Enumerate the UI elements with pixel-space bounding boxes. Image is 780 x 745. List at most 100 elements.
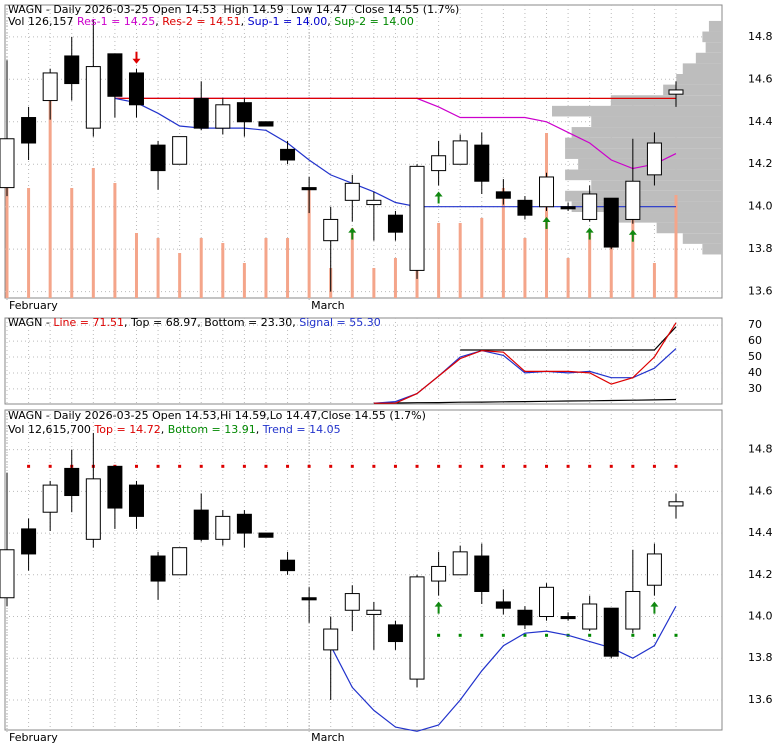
candle-body <box>366 609 382 615</box>
volume-profile-bar <box>682 63 722 75</box>
y-tick-label: 50 <box>748 350 762 363</box>
volume-bar <box>437 223 441 298</box>
dot <box>199 464 203 468</box>
dot <box>437 633 441 637</box>
arrow-head <box>628 229 637 235</box>
volume-profile-bar <box>705 42 722 53</box>
volume-bar <box>674 195 678 298</box>
header-part: Vol 12,615,700 <box>8 423 94 436</box>
y-tick-label: 40 <box>748 366 762 379</box>
y-tick-label: 14.6 <box>748 484 773 497</box>
x-tick-label: March <box>311 299 345 312</box>
candle-body <box>495 191 511 199</box>
dot <box>242 464 246 468</box>
candle-body <box>387 624 403 643</box>
candle-body <box>625 180 641 220</box>
dot <box>588 464 592 468</box>
candle-body <box>64 55 80 85</box>
volume-bar <box>178 253 182 298</box>
candle-body <box>301 597 317 601</box>
dot <box>437 464 441 468</box>
arrow-head <box>650 601 659 607</box>
candle-body <box>280 559 296 572</box>
arrow-head <box>585 227 594 233</box>
candle-body <box>668 89 684 95</box>
header-part: Sup-2 = 14.00 <box>334 15 414 28</box>
y-tick-label: 13.6 <box>748 693 773 706</box>
dot <box>523 464 527 468</box>
volume-bar <box>70 188 74 298</box>
y-tick-label: 14.2 <box>748 568 773 581</box>
header-part: WAGN - Daily 2026-03-25 Open 14.53 High … <box>8 3 459 16</box>
header-part: , <box>155 15 162 28</box>
volume-bar <box>113 183 117 298</box>
y-tick-label: 14.2 <box>748 157 773 170</box>
header-part: , Top = 68.97, Bottom = 23.30, <box>124 316 299 329</box>
panel-header: Vol 12,615,700 Top = 14.72, Bottom = 13.… <box>8 423 341 436</box>
candle-body <box>431 155 447 172</box>
candle-body <box>85 478 101 540</box>
dot <box>221 464 225 468</box>
candle-body <box>646 142 662 176</box>
signal-arrow <box>132 51 141 64</box>
candle-body <box>517 609 533 626</box>
volume-profile-bar <box>656 222 722 234</box>
candle-body <box>582 193 598 220</box>
dot <box>134 464 138 468</box>
volume-profile-bar <box>591 116 722 128</box>
volume-bar <box>372 268 376 298</box>
candle-body <box>236 102 252 123</box>
volume-bar <box>501 188 505 298</box>
panel-frame <box>4 317 723 405</box>
candle-body <box>409 576 425 680</box>
dot <box>458 633 462 637</box>
volume-bar <box>631 198 635 298</box>
candle-body <box>172 136 188 165</box>
header-part: Sup-1 = 14.00 <box>248 15 328 28</box>
volume-profile-bar <box>565 148 722 159</box>
volume-profile-bar <box>552 105 722 117</box>
volume-bar <box>566 258 570 298</box>
volume-bar <box>350 228 354 298</box>
candle-body <box>603 607 619 657</box>
candle-body <box>280 148 296 161</box>
volume-profile-bar <box>610 95 722 106</box>
candle-body <box>215 104 231 129</box>
dot <box>329 464 333 468</box>
volume-bar <box>393 258 397 298</box>
candle-body <box>0 549 15 599</box>
dot <box>372 464 376 468</box>
dot <box>415 464 419 468</box>
y-tick-label: 30 <box>748 382 762 395</box>
line <box>373 322 677 404</box>
candle-body <box>85 66 101 129</box>
candle-body <box>539 176 555 208</box>
candle-body <box>323 218 339 242</box>
y-tick-label: 14.6 <box>748 72 773 85</box>
header-part: WAGN - Daily 2026-03-25 Open 14.53,Hi 14… <box>8 409 426 422</box>
volume-bar <box>134 233 138 298</box>
candle-body <box>150 144 166 172</box>
candle-body <box>0 138 15 189</box>
dot <box>652 633 656 637</box>
dot <box>307 464 311 468</box>
header-part: , <box>256 423 263 436</box>
dot <box>674 633 678 637</box>
candle-body <box>323 628 339 651</box>
x-tick-label: March <box>311 731 345 744</box>
y-tick-label: 14.4 <box>748 115 773 128</box>
x-tick-label: February <box>9 731 58 744</box>
arrow-head <box>542 216 551 222</box>
candle-body <box>474 555 490 592</box>
panel-header: WAGN - Daily 2026-03-25 Open 14.53 High … <box>8 3 459 16</box>
volume-profile-bar <box>565 137 722 149</box>
volume-bar <box>5 168 9 298</box>
volume-bar <box>264 238 268 298</box>
dot <box>458 464 462 468</box>
header-part: Signal = 55.30 <box>299 316 381 329</box>
dot <box>480 464 484 468</box>
dot <box>501 633 505 637</box>
candle-body <box>603 197 619 248</box>
volume-bar <box>221 243 225 298</box>
x-tick-label: February <box>9 299 58 312</box>
